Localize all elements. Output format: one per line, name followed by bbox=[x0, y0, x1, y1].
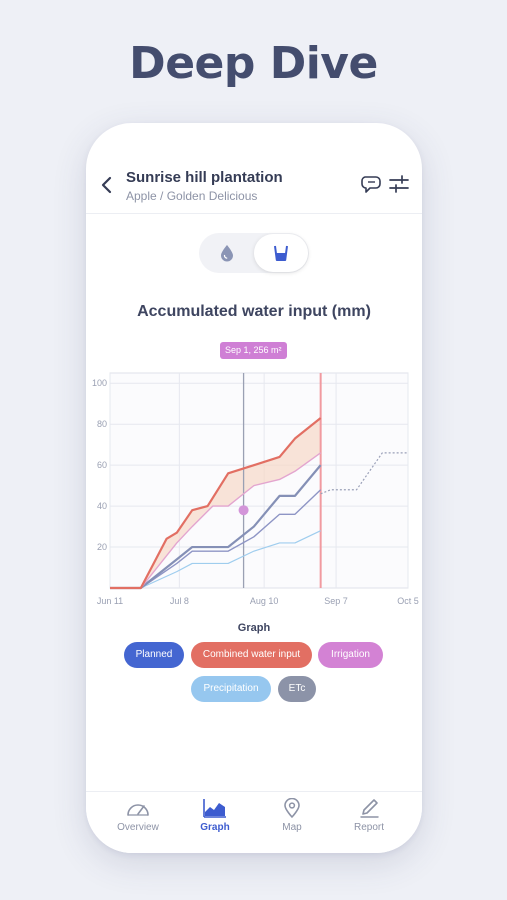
nav-overview[interactable]: Overview bbox=[103, 798, 173, 833]
legend-irrigation[interactable]: Irrigation bbox=[318, 642, 383, 668]
water-drop-toggle[interactable] bbox=[200, 234, 254, 272]
legend-title: Graph bbox=[237, 622, 271, 634]
series-forecast bbox=[320, 452, 408, 495]
nav-map[interactable]: Map bbox=[257, 798, 327, 833]
y-tick-label: 80 bbox=[97, 419, 107, 429]
selected-point-marker bbox=[238, 505, 249, 516]
sliders-icon[interactable] bbox=[388, 174, 410, 194]
input-type-toggle bbox=[199, 233, 309, 273]
headline: Deep Dive bbox=[129, 38, 378, 89]
legend-precipitation[interactable]: Precipitation bbox=[191, 676, 271, 702]
water-drop-icon bbox=[221, 245, 233, 262]
legend-etc[interactable]: ETc bbox=[278, 676, 316, 702]
series-combined-water-input bbox=[110, 417, 322, 590]
nav-map-label: Map bbox=[282, 822, 302, 833]
nav-graph[interactable]: Graph bbox=[180, 798, 250, 833]
map-pin-icon bbox=[284, 798, 300, 818]
legend-planned[interactable]: Planned bbox=[124, 642, 184, 668]
gauge-icon bbox=[127, 804, 149, 816]
chart-title: Accumulated water input (mm) bbox=[137, 303, 371, 320]
bottom-navigation: Overview Graph Map Report bbox=[86, 791, 422, 853]
chart-tooltip: Sep 1, 256 m² bbox=[220, 342, 287, 359]
x-tick-label: Aug 10 bbox=[250, 596, 279, 606]
water-input-chart[interactable]: 20 40 60 80 100 Jun 11 Jul 8 Aug 10 Sep 7 Oct 5 bbox=[86, 363, 422, 608]
water-glass-toggle[interactable] bbox=[254, 234, 308, 272]
legend-combined-water-input[interactable]: Combined water input bbox=[191, 642, 312, 668]
x-tick-label: Jul 8 bbox=[170, 596, 189, 606]
x-tick-label: Jun 11 bbox=[97, 596, 123, 606]
nav-graph-label: Graph bbox=[200, 822, 230, 833]
chevron-left-icon[interactable] bbox=[100, 175, 114, 195]
x-tick-label: Sep 7 bbox=[324, 596, 348, 606]
page-subtitle: Apple / Golden Delicious bbox=[126, 189, 258, 203]
area-chart-icon bbox=[203, 799, 226, 818]
nav-report[interactable]: Report bbox=[334, 798, 404, 833]
y-tick-label: 60 bbox=[97, 460, 107, 470]
series-irrigation bbox=[110, 452, 322, 589]
chat-icon[interactable] bbox=[360, 173, 382, 195]
series-planned bbox=[110, 464, 322, 590]
app-bar: Sunrise hill plantation Apple / Golden D… bbox=[86, 123, 422, 214]
page-title: Sunrise hill plantation bbox=[126, 169, 283, 186]
phone-screen: Sunrise hill plantation Apple / Golden D… bbox=[86, 123, 422, 853]
y-tick-label: 40 bbox=[97, 501, 107, 511]
y-tick-label: 20 bbox=[97, 542, 107, 552]
y-tick-label: 100 bbox=[92, 378, 107, 388]
nav-report-label: Report bbox=[353, 822, 384, 833]
series-precipitation bbox=[110, 530, 321, 589]
shaded-band bbox=[110, 418, 321, 588]
nav-overview-label: Overview bbox=[117, 822, 159, 833]
water-glass-icon bbox=[274, 245, 288, 261]
x-tick-label: Oct 5 bbox=[397, 596, 419, 606]
pencil-icon bbox=[360, 799, 379, 818]
